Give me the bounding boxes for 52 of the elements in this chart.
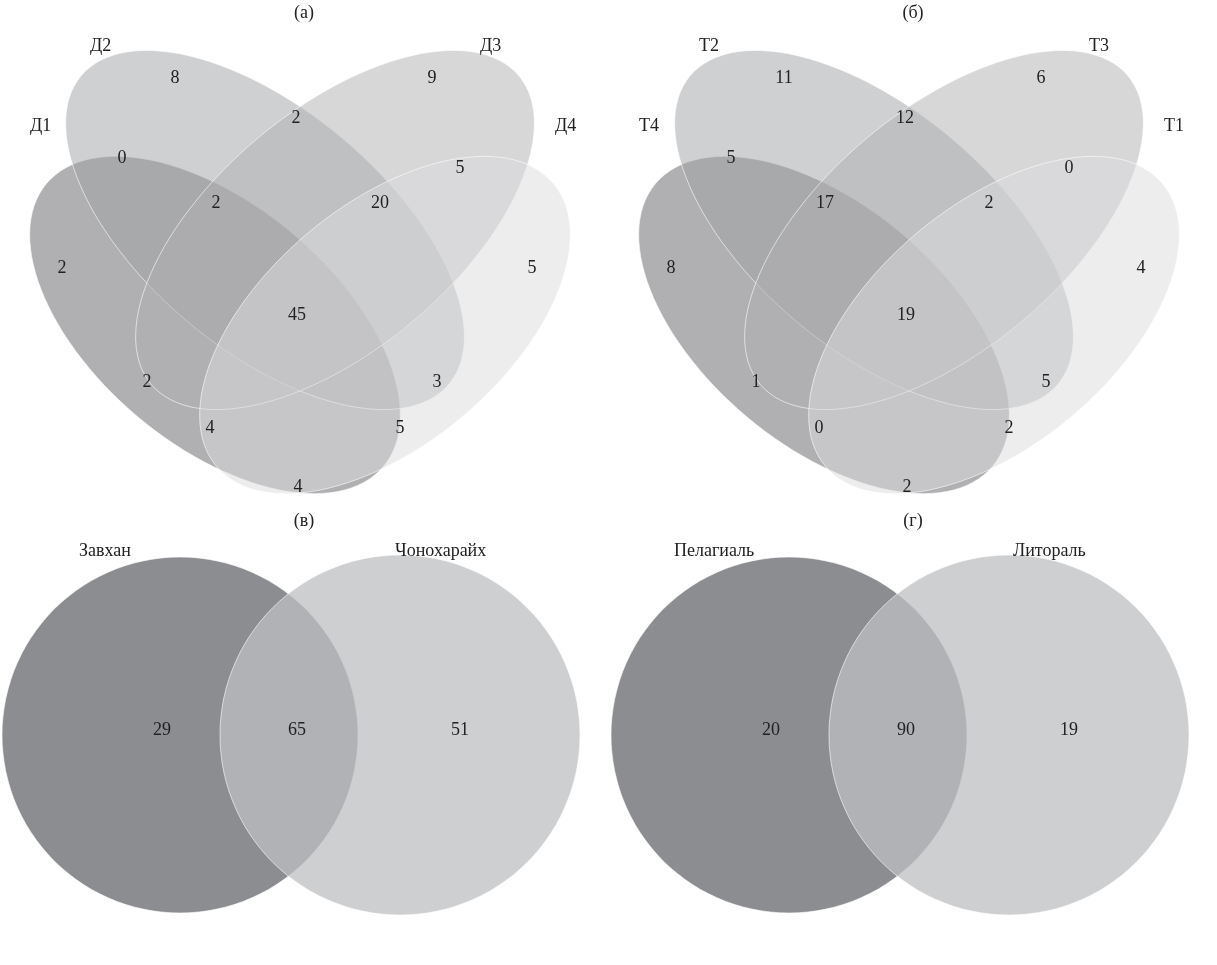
data-label: 19	[1060, 718, 1078, 739]
data-label: 2	[57, 256, 67, 277]
data-label: 4	[293, 475, 303, 496]
data-label: 19	[897, 303, 915, 324]
data-label: 2	[902, 475, 912, 496]
data-label: 0	[117, 146, 127, 167]
data-label: 90	[897, 718, 915, 739]
text: Т3	[1089, 35, 1109, 55]
data-label: 12	[896, 106, 914, 127]
text: Д4	[555, 115, 577, 135]
data-label: 11	[775, 66, 793, 87]
data-label: 17	[816, 191, 834, 212]
data-label: 2	[142, 370, 152, 391]
data-label: 5	[527, 256, 537, 277]
data-label: 4	[205, 416, 215, 437]
data-label: 0	[1064, 156, 1074, 177]
text: Д1	[30, 115, 52, 135]
text: (г)	[903, 510, 923, 532]
text: (в)	[293, 510, 315, 532]
text: (а)	[294, 2, 314, 24]
data-label: 0	[814, 416, 824, 437]
data-label: 2	[291, 106, 301, 127]
data-label: 20	[762, 718, 780, 739]
data-label: 2	[1004, 416, 1014, 437]
data-label: 3	[432, 370, 442, 391]
data-label: 5	[1041, 370, 1051, 391]
data-label: 45	[288, 303, 306, 324]
text: Литораль	[1013, 540, 1086, 560]
text: Т4	[639, 115, 659, 135]
text: Д2	[90, 35, 112, 55]
text: Т2	[699, 35, 719, 55]
data-label: 2	[211, 191, 221, 212]
text: Пелагиаль	[674, 540, 755, 560]
data-label: 2	[984, 191, 994, 212]
data-label: 5	[395, 416, 405, 437]
data-label: 5	[726, 146, 736, 167]
data-label: 9	[427, 66, 437, 87]
data-label: 8	[170, 66, 180, 87]
data-label: 51	[451, 718, 469, 739]
data-label: 20	[371, 191, 389, 212]
data-label: 1	[751, 370, 761, 391]
text: Чонохарайх	[395, 540, 487, 560]
text: Д3	[480, 35, 502, 55]
data-label: 8	[666, 256, 676, 277]
data-label: 65	[288, 718, 306, 739]
data-label: 29	[153, 718, 171, 739]
text: Т1	[1164, 115, 1184, 135]
data-label: 4	[1136, 256, 1146, 277]
text: (б)	[902, 2, 924, 24]
data-label: 6	[1036, 66, 1046, 87]
data-label: 5	[455, 156, 465, 177]
text: Завхан	[79, 540, 132, 560]
